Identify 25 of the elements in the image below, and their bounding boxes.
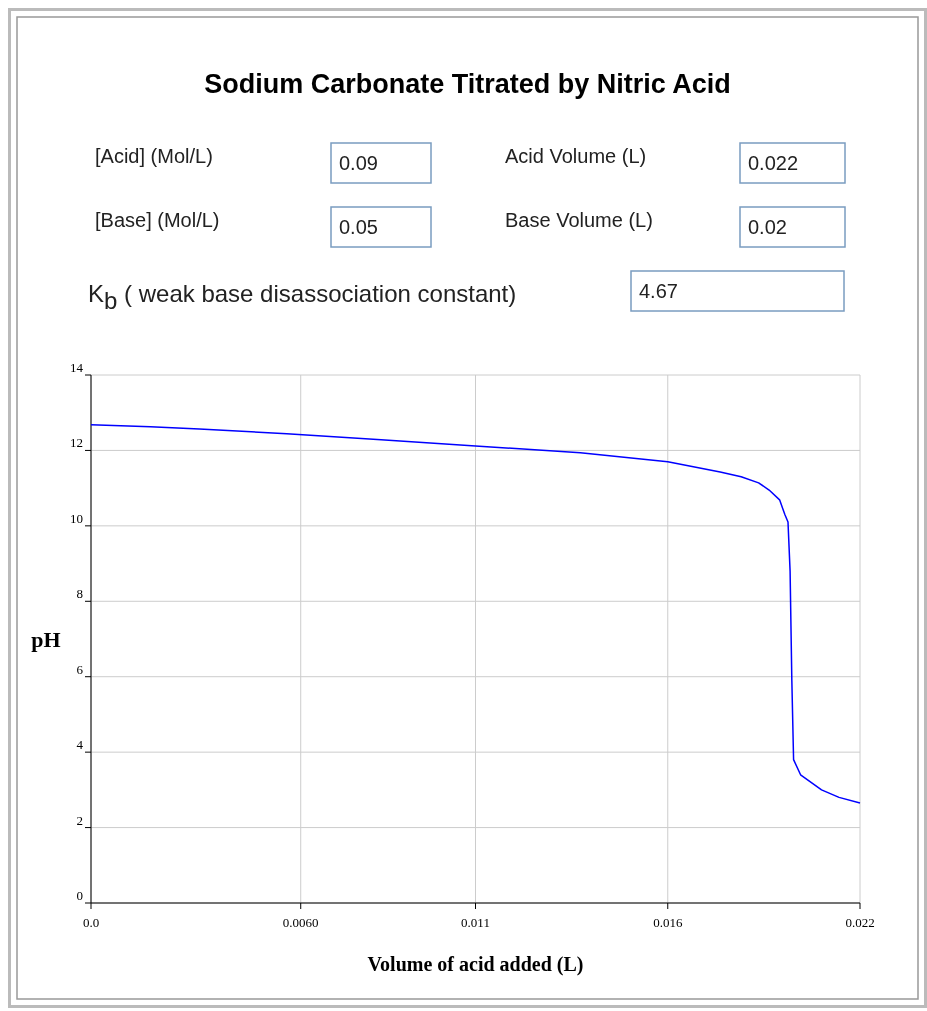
x-tick-label: 0.022 bbox=[845, 915, 875, 930]
x-tick-label: 0.016 bbox=[653, 915, 683, 930]
text: 0.05 bbox=[339, 216, 378, 238]
x-tick-label: 0.0060 bbox=[282, 915, 319, 930]
y-tick-label: 2 bbox=[76, 812, 83, 828]
y-axis-title: pH bbox=[31, 627, 61, 652]
y-tick-label: 6 bbox=[76, 661, 84, 677]
text: Base Volume (L) bbox=[505, 209, 653, 231]
x-tick-label: 0.011 bbox=[461, 915, 490, 930]
y-tick-label: 12 bbox=[70, 435, 83, 451]
text: [Acid] (Mol/L) bbox=[95, 145, 213, 167]
x-tick-label: 0.0 bbox=[82, 915, 100, 930]
y-tick-label: 0 bbox=[76, 888, 83, 903]
y-tick-label: 4 bbox=[76, 737, 84, 753]
text: Acid Volume (L) bbox=[505, 145, 647, 167]
text: 0.09 bbox=[339, 152, 378, 174]
y-tick-label: 8 bbox=[76, 586, 83, 602]
y-tick-label: 10 bbox=[70, 510, 83, 526]
text: 0.022 bbox=[748, 152, 799, 174]
x-axis-title: Volume of acid added (L) bbox=[367, 953, 584, 976]
text: [Base] (Mol/L) bbox=[95, 209, 220, 231]
y-tick-label: 14 bbox=[70, 360, 84, 375]
chart-title: Sodium Carbonate Titrated by Nitric Acid bbox=[204, 69, 731, 99]
text: 0.02 bbox=[748, 216, 787, 238]
text: 4.67 bbox=[639, 280, 678, 302]
